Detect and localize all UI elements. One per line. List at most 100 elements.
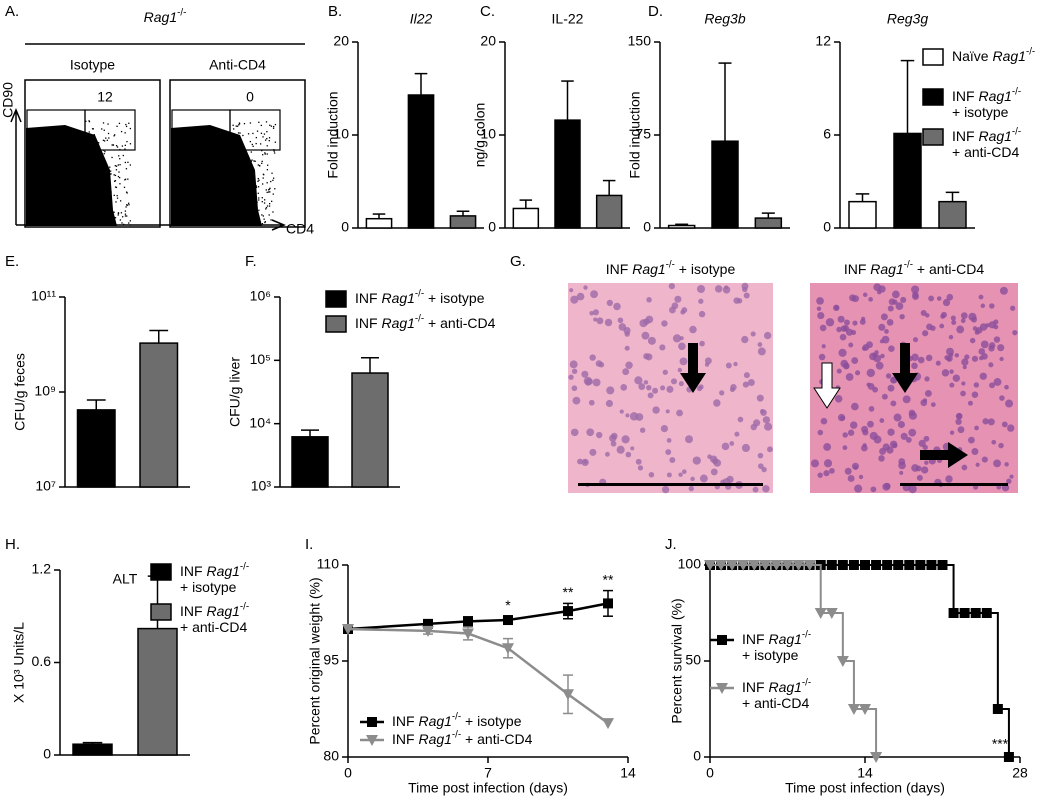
- nucleus: [870, 486, 877, 493]
- nucleus: [908, 484, 917, 494]
- legend-label: INF Rag1-/- + isotype: [742, 629, 815, 663]
- nucleus: [916, 474, 923, 481]
- nucleus: [925, 354, 933, 362]
- legend-swatch: [325, 290, 347, 308]
- bar: [554, 119, 581, 229]
- cell-dot: [237, 142, 240, 144]
- nucleus: [747, 379, 755, 386]
- cell-dot: [85, 214, 88, 216]
- legend-label: INF Rag1-/- + anti-CD4: [742, 677, 815, 711]
- nucleus: [908, 411, 918, 420]
- cell-dot: [268, 188, 271, 190]
- nucleus: [737, 416, 744, 423]
- x-axis-label: CD4: [286, 221, 314, 237]
- marker: [367, 717, 377, 727]
- cell-dot: [254, 160, 256, 162]
- cell-dot: [101, 156, 103, 158]
- nucleus: [1005, 399, 1014, 408]
- cell-dot: [239, 179, 241, 181]
- marker: [562, 689, 574, 701]
- nucleus: [882, 482, 891, 491]
- nucleus: [880, 313, 888, 321]
- cell-dot: [90, 173, 92, 176]
- bar: [938, 200, 967, 229]
- cell-dot: [235, 141, 237, 143]
- nucleus: [570, 295, 579, 304]
- nucleus: [1007, 424, 1015, 432]
- nucleus: [862, 443, 867, 448]
- nucleus: [625, 413, 630, 418]
- cell-dot: [98, 142, 100, 144]
- cell-dot: [260, 132, 263, 134]
- nucleus: [736, 298, 743, 304]
- nucleus: [881, 335, 890, 344]
- nucleus: [734, 431, 740, 437]
- y-axis-label: CFU/g feces: [12, 353, 28, 431]
- cell-dot: [124, 213, 127, 215]
- nucleus: [714, 285, 723, 293]
- marker: [904, 560, 915, 570]
- cell-dot: [98, 144, 100, 147]
- nucleus: [855, 370, 861, 376]
- cell-dot: [232, 150, 234, 152]
- cell-dot: [266, 182, 268, 184]
- cell-dot: [120, 130, 123, 133]
- nucleus: [885, 373, 892, 379]
- cell-dot: [265, 189, 267, 191]
- nucleus: [635, 458, 642, 465]
- nucleus: [845, 328, 854, 336]
- nucleus: [993, 378, 1002, 386]
- cell-dot: [243, 146, 245, 149]
- nucleus: [890, 400, 897, 407]
- nucleus: [757, 463, 764, 469]
- nucleus: [868, 406, 875, 412]
- legend-label: INF Rag1-/- + isotype: [952, 86, 1025, 120]
- cell-dot: [264, 152, 266, 154]
- nucleus: [930, 402, 936, 407]
- nucleus: [761, 466, 767, 473]
- nucleus: [912, 291, 919, 299]
- cell-dot: [257, 177, 259, 180]
- cell-dot: [258, 197, 260, 199]
- nucleus: [884, 329, 889, 334]
- cell-dot: [118, 155, 120, 157]
- cell-dot: [259, 143, 262, 145]
- nucleus: [955, 418, 962, 425]
- nucleus: [568, 374, 574, 380]
- cell-dot: [104, 150, 106, 153]
- cell-dot: [234, 152, 236, 154]
- nucleus: [753, 419, 761, 427]
- cell-dot: [109, 166, 111, 168]
- y-tick-label: 100: [678, 556, 702, 572]
- nucleus: [762, 485, 770, 493]
- nucleus: [760, 409, 767, 416]
- nucleus: [592, 309, 599, 316]
- cell-dot: [114, 134, 116, 136]
- nucleus: [936, 296, 942, 301]
- nucleus: [887, 305, 894, 312]
- cell-dot: [268, 205, 271, 207]
- marker: [704, 560, 716, 571]
- nucleus: [660, 385, 666, 391]
- cell-dot: [110, 170, 112, 172]
- cell-dot: [263, 133, 266, 135]
- cell-dot: [235, 219, 237, 221]
- cell-dot: [268, 139, 270, 142]
- bar: [711, 140, 739, 229]
- nucleus: [620, 384, 628, 391]
- nucleus: [834, 395, 843, 403]
- arrow: [920, 442, 968, 468]
- x-axis-label: Time post infection (days): [785, 780, 945, 796]
- bar: [595, 194, 623, 229]
- nucleus: [887, 384, 895, 392]
- cell-dot: [241, 212, 243, 214]
- nucleus: [729, 441, 735, 446]
- cell-dot: [241, 143, 243, 145]
- nucleus: [924, 389, 932, 397]
- cell-dot: [251, 178, 253, 181]
- gate: [229, 109, 281, 151]
- cell-dot: [126, 140, 128, 143]
- nucleus: [625, 451, 632, 458]
- cell-dot: [124, 178, 127, 180]
- nucleus: [851, 357, 859, 364]
